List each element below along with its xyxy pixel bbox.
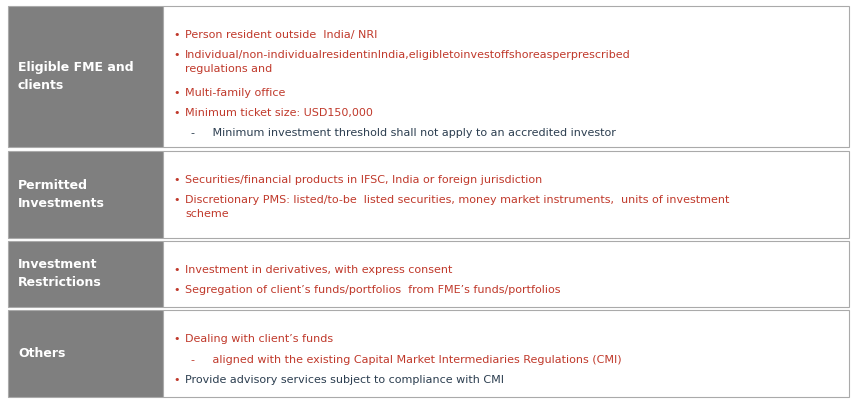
Text: Eligible FME and
clients: Eligible FME and clients — [18, 61, 134, 92]
Text: Discretionary PMS: listed/to-be  listed securities, money market instruments,  u: Discretionary PMS: listed/to-be listed s… — [185, 195, 729, 219]
Text: -     Minimum investment threshold shall not apply to an accredited investor: - Minimum investment threshold shall not… — [191, 128, 616, 138]
Bar — [163, 241, 849, 307]
Text: Person resident outside  India/ NRI: Person resident outside India/ NRI — [185, 30, 377, 40]
Text: Others: Others — [18, 347, 65, 360]
Text: Provide advisory services subject to compliance with CMI: Provide advisory services subject to com… — [185, 375, 504, 385]
Bar — [163, 151, 849, 237]
Bar — [8, 6, 163, 147]
Text: -     aligned with the existing Capital Market Intermediaries Regulations (CMI): - aligned with the existing Capital Mark… — [191, 355, 621, 365]
Text: •: • — [173, 174, 179, 185]
Text: •: • — [173, 265, 179, 275]
Text: Minimum ticket size: USD150,000: Minimum ticket size: USD150,000 — [185, 108, 373, 118]
Bar — [8, 310, 163, 397]
Bar — [8, 241, 163, 307]
Bar — [163, 6, 849, 147]
Text: •: • — [173, 285, 179, 295]
Text: •: • — [173, 50, 179, 60]
Text: •: • — [173, 334, 179, 344]
Text: Securities/financial products in IFSC, India or foreign jurisdiction: Securities/financial products in IFSC, I… — [185, 174, 542, 185]
Text: Investment
Restrictions: Investment Restrictions — [18, 258, 102, 289]
Text: Multi-family office: Multi-family office — [185, 87, 285, 98]
Text: Permitted
Investments: Permitted Investments — [18, 179, 105, 210]
Text: •: • — [173, 195, 179, 205]
Text: Investment in derivatives, with express consent: Investment in derivatives, with express … — [185, 265, 452, 275]
Text: Dealing with client’s funds: Dealing with client’s funds — [185, 334, 333, 344]
Text: •: • — [173, 108, 179, 118]
Bar — [163, 310, 849, 397]
Text: •: • — [173, 87, 179, 98]
Text: •: • — [173, 30, 179, 40]
Text: Segregation of client’s funds/portfolios  from FME’s funds/portfolios: Segregation of client’s funds/portfolios… — [185, 285, 560, 295]
Bar — [8, 151, 163, 237]
Text: •: • — [173, 375, 179, 385]
Text: Individual/non-individualresidentinIndia,eligibletoinvestoffshoreasperprescribed: Individual/non-individualresidentinIndia… — [185, 50, 631, 75]
